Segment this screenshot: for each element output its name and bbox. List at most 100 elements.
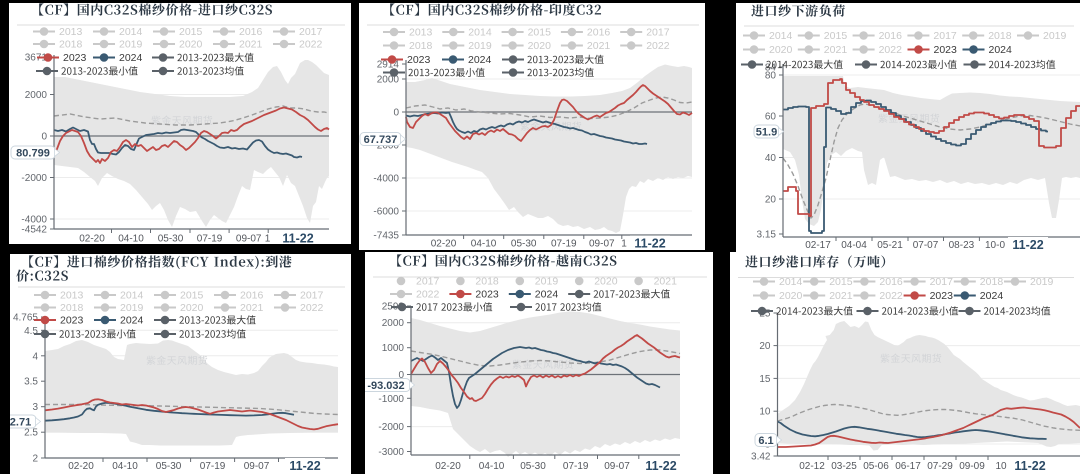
svg-text:0: 0 <box>398 370 404 381</box>
svg-text:2016: 2016 <box>587 27 611 39</box>
svg-text:40: 40 <box>765 153 777 164</box>
svg-text:2000: 2000 <box>25 90 48 101</box>
svg-text:-4000: -4000 <box>373 174 399 185</box>
svg-text:2021: 2021 <box>239 39 263 51</box>
svg-text:2017: 2017 <box>416 276 440 288</box>
svg-text:07-19: 07-19 <box>563 461 589 472</box>
svg-text:2017: 2017 <box>300 290 324 302</box>
svg-text:20: 20 <box>765 195 777 206</box>
svg-text:2020: 2020 <box>769 44 793 56</box>
svg-text:11-22: 11-22 <box>634 237 665 251</box>
svg-text:-2000: -2000 <box>21 173 47 184</box>
svg-text:2013: 2013 <box>60 290 84 302</box>
svg-text:2014: 2014 <box>769 30 793 42</box>
svg-text:04-10: 04-10 <box>118 234 144 245</box>
svg-text:2000: 2000 <box>382 318 405 329</box>
svg-text:80.799: 80.799 <box>16 148 50 160</box>
svg-text:-6000: -6000 <box>373 207 399 218</box>
svg-text:11-22: 11-22 <box>645 459 676 473</box>
svg-text:0: 0 <box>393 108 399 119</box>
svg-text:2017: 2017 <box>933 30 957 42</box>
svg-text:2022: 2022 <box>879 290 903 302</box>
svg-text:2024: 2024 <box>989 44 1013 56</box>
svg-text:2016: 2016 <box>879 30 903 42</box>
svg-text:2013: 2013 <box>59 26 83 38</box>
svg-text:10: 10 <box>995 461 1007 472</box>
svg-text:05-30: 05-30 <box>158 234 184 245</box>
svg-text:2014: 2014 <box>119 26 143 38</box>
svg-text:2015: 2015 <box>528 27 552 39</box>
svg-text:2022: 2022 <box>416 289 440 301</box>
svg-text:2024: 2024 <box>468 54 492 66</box>
svg-text:2020: 2020 <box>594 276 618 288</box>
svg-text:25: 25 <box>759 309 771 320</box>
svg-text:02-20: 02-20 <box>68 461 94 472</box>
svg-text:11-22: 11-22 <box>289 459 320 473</box>
svg-text:04-10: 04-10 <box>471 239 497 250</box>
svg-text:2017: 2017 <box>299 26 323 38</box>
svg-text:2014: 2014 <box>779 276 803 288</box>
svg-text:2019: 2019 <box>468 40 492 52</box>
svg-text:4: 4 <box>32 351 38 362</box>
svg-text:2018: 2018 <box>409 40 433 52</box>
svg-text:-2000: -2000 <box>378 422 404 433</box>
svg-text:2023: 2023 <box>60 315 84 327</box>
svg-text:2017: 2017 <box>930 276 954 288</box>
svg-text:2019: 2019 <box>535 276 559 288</box>
svg-text:2015: 2015 <box>179 26 203 38</box>
svg-text:07-29: 07-29 <box>927 461 953 472</box>
svg-text:-4542: -4542 <box>21 225 47 236</box>
svg-text:09-07: 09-07 <box>236 234 262 245</box>
svg-text:2023: 2023 <box>407 54 431 66</box>
svg-text:2017: 2017 <box>646 27 670 39</box>
svg-text:4.5: 4.5 <box>24 326 38 337</box>
svg-text:2021: 2021 <box>240 302 264 314</box>
svg-text:2018: 2018 <box>59 39 83 51</box>
svg-text:2016: 2016 <box>240 290 264 302</box>
svg-text:2021: 2021 <box>824 44 848 56</box>
svg-text:02-12: 02-12 <box>799 461 825 472</box>
svg-text:2018: 2018 <box>980 276 1004 288</box>
svg-text:11-22: 11-22 <box>1012 238 1043 252</box>
svg-text:2000: 2000 <box>377 75 400 86</box>
svg-text:3.5: 3.5 <box>24 377 38 388</box>
svg-text:11-22: 11-22 <box>282 232 313 245</box>
svg-text:2014: 2014 <box>468 27 492 39</box>
svg-text:2013: 2013 <box>409 27 433 39</box>
svg-text:2023: 2023 <box>63 52 87 64</box>
svg-text:07-19: 07-19 <box>200 461 226 472</box>
svg-text:2020: 2020 <box>180 302 204 314</box>
svg-text:2023: 2023 <box>934 44 958 56</box>
svg-text:-93.032: -93.032 <box>367 380 404 392</box>
svg-text:3.15: 3.15 <box>757 230 777 241</box>
svg-text:-3000: -3000 <box>378 447 404 458</box>
svg-text:02-17: 02-17 <box>805 240 831 251</box>
svg-text:-1000: -1000 <box>378 394 404 405</box>
svg-text:2014: 2014 <box>120 290 144 302</box>
svg-text:2023: 2023 <box>475 289 499 301</box>
svg-text:2020: 2020 <box>779 290 803 302</box>
svg-text:2015: 2015 <box>824 30 848 42</box>
svg-text:67.737: 67.737 <box>364 134 398 146</box>
svg-text:11-22: 11-22 <box>1014 459 1045 473</box>
svg-text:2021: 2021 <box>587 40 611 52</box>
svg-text:2020: 2020 <box>528 40 552 52</box>
svg-text:2021: 2021 <box>654 276 678 288</box>
svg-text:2020: 2020 <box>179 39 203 51</box>
svg-text:05-30: 05-30 <box>156 461 182 472</box>
svg-text:80: 80 <box>765 71 777 82</box>
svg-text:0: 0 <box>41 132 47 143</box>
svg-text:2022: 2022 <box>646 40 670 52</box>
svg-text:2914: 2914 <box>377 60 400 71</box>
svg-text:2016: 2016 <box>879 276 903 288</box>
svg-text:09-07: 09-07 <box>589 239 615 250</box>
svg-text:2024: 2024 <box>535 289 559 301</box>
svg-text:04-10: 04-10 <box>112 461 138 472</box>
svg-text:2015: 2015 <box>829 276 853 288</box>
svg-text:02-20: 02-20 <box>435 461 461 472</box>
svg-text:2019: 2019 <box>119 39 143 51</box>
svg-text:2019: 2019 <box>120 302 144 314</box>
svg-text:05-30: 05-30 <box>520 461 546 472</box>
svg-text:09-07: 09-07 <box>604 461 630 472</box>
svg-text:20: 20 <box>759 341 771 352</box>
